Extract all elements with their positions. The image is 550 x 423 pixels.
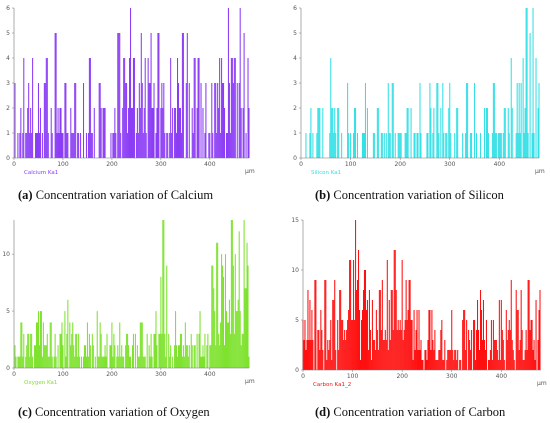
x-tick-label: 400	[496, 373, 508, 380]
x-tick-label: 300	[155, 161, 167, 168]
y-tick-label: 0	[295, 367, 299, 374]
x-tick-label: 0	[12, 371, 16, 378]
series-label: Calcium Ka1	[24, 170, 58, 176]
x-tick-label: 300	[155, 371, 167, 378]
x-tick-label: 300	[444, 161, 456, 168]
x-tick-label: 100	[57, 161, 69, 168]
y-tick-label: 3	[293, 80, 297, 87]
y-tick-label: 0	[6, 365, 10, 372]
chart-svg-carbon: 0 5 10 15 0 100 200 300 400 μm Carbon Ka1_2	[291, 217, 547, 388]
x-unit-label: μm	[245, 168, 255, 175]
x-tick-label: 300	[446, 373, 458, 380]
x-tick-label: 200	[396, 373, 408, 380]
chart-panel-carbon: 0 5 10 15 0 100 200 300 400 μm Carbon Ka1_2 (d) Co…	[275, 212, 550, 423]
y-tick-label: 0	[6, 155, 10, 162]
y-tick-label: 5	[6, 30, 10, 37]
y-tick-label: 6	[6, 5, 10, 12]
bar-series	[305, 8, 540, 158]
chart-svg-calcium: 0 1 2 3 4 5 6 0 100 200 300 400 μm Calcium Ka1	[6, 5, 255, 176]
caption-letter: (b)	[315, 188, 331, 202]
caption-letter: (c)	[18, 405, 32, 419]
bar-series	[14, 220, 250, 368]
x-tick-label: 0	[301, 373, 305, 380]
y-tick-label: 3	[6, 80, 10, 87]
caption-text: Concentration variation of Silicon	[333, 188, 504, 202]
chart-caption-calcium: (a) Concentration variation of Calcium	[18, 188, 213, 203]
chart-panel-silicon: 0 1 2 3 4 5 6 0 100 200 300 400 μm Silicon Ka1 (b) Co…	[275, 0, 550, 206]
x-tick-label: 100	[347, 373, 359, 380]
x-tick-label: 200	[106, 371, 118, 378]
chart-caption-silicon: (b) Concentration variation of Silicon	[315, 188, 504, 203]
series-label: Oxygen Ka1	[24, 380, 57, 386]
x-tick-label: 200	[106, 161, 118, 168]
chart-caption-oxygen: (c) Concentration variation of Oxygen	[18, 405, 210, 420]
caption-text: Concentration variation of Calcium	[35, 188, 214, 202]
caption-letter: (d)	[315, 405, 331, 419]
y-tick-label: 1	[293, 130, 297, 137]
y-tick-label: 0	[293, 155, 297, 162]
y-tick-label: 4	[6, 55, 10, 62]
y-tick-label: 5	[293, 30, 297, 37]
chart-panel-oxygen: 0 5 10 0 100 200 300 400 μm Oxygen Ka1 (c) Concen…	[0, 212, 275, 423]
y-tick-label: 10	[291, 267, 299, 274]
x-tick-label: 400	[204, 371, 216, 378]
caption-text: Concentration variation of Carbon	[333, 405, 506, 419]
caption-text: Concentration variation of Oxygen	[35, 405, 210, 419]
caption-letter: (a)	[18, 188, 33, 202]
chart-panel-calcium: 0 1 2 3 4 5 6 0 100 200 300 400 μm Calcium Ka1 (a) Co…	[0, 0, 275, 206]
x-unit-label: μm	[245, 378, 255, 385]
bar-series	[302, 220, 541, 370]
x-tick-label: 100	[57, 371, 69, 378]
series-label: Carbon Ka1_2	[313, 382, 351, 388]
x-tick-label: 400	[204, 161, 216, 168]
y-tick-label: 5	[295, 317, 299, 324]
x-tick-label: 0	[299, 161, 303, 168]
y-tick-label: 6	[293, 5, 297, 12]
x-unit-label: μm	[535, 168, 545, 175]
chart-caption-carbon: (d) Concentration variation of Carbon	[315, 405, 505, 420]
x-unit-label: μm	[537, 380, 547, 387]
x-tick-label: 200	[394, 161, 406, 168]
x-tick-label: 400	[494, 161, 506, 168]
series-label: Silicon Ka1	[311, 170, 341, 176]
chart-svg-silicon: 0 1 2 3 4 5 6 0 100 200 300 400 μm Silicon Ka1	[293, 5, 545, 176]
y-tick-label: 5	[6, 308, 10, 315]
y-tick-label: 2	[293, 105, 297, 112]
y-tick-label: 2	[6, 105, 10, 112]
x-tick-label: 0	[12, 161, 16, 168]
x-tick-label: 100	[345, 161, 357, 168]
y-tick-label: 4	[293, 55, 297, 62]
y-tick-label: 10	[2, 251, 10, 258]
y-tick-label: 15	[291, 217, 299, 224]
y-tick-label: 1	[6, 130, 10, 137]
bar-series	[14, 8, 250, 158]
